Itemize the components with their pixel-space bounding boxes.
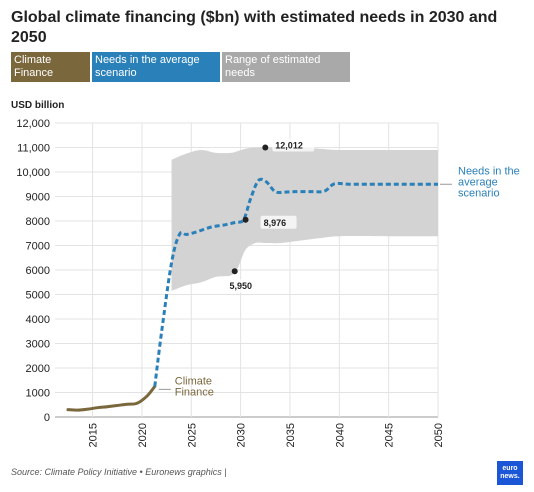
- y-tick-label: 3000: [26, 339, 50, 351]
- y-axis-label: USD billion: [11, 100, 65, 111]
- legend-needs: Needs in the average scenario: [92, 52, 220, 82]
- climate-finance-line: [66, 384, 157, 412]
- x-tick-label: 2040: [334, 423, 346, 447]
- y-tick-label: 12,000: [16, 118, 50, 130]
- annotation-label-bg: [260, 215, 297, 229]
- annotation-label: 8,976: [264, 218, 287, 228]
- annotation-label: 12,012: [275, 141, 303, 151]
- source-footer: Source: Climate Policy Initiative • Euro…: [11, 467, 227, 477]
- y-tick-label: 10,000: [16, 167, 50, 179]
- legend-climate-finance: Climate Finance: [11, 52, 90, 82]
- legend: Climate Finance Needs in the average sce…: [11, 52, 350, 82]
- range-band: [171, 147, 439, 291]
- y-tick-label: 2000: [26, 363, 50, 375]
- y-tick-label: 0: [44, 412, 50, 424]
- y-tick-label: 9000: [26, 192, 50, 204]
- annotation-dot: [231, 268, 238, 275]
- annotation-dot: [262, 144, 269, 151]
- x-tick-label: 2030: [236, 423, 248, 447]
- x-tick-label: 2025: [186, 423, 198, 447]
- annotation-label-bg: [272, 138, 315, 152]
- y-tick-label: 1000: [26, 388, 50, 400]
- x-tick-label: 2050: [433, 423, 445, 447]
- y-tick-label: 11,000: [17, 143, 50, 155]
- x-tick-label: 2035: [285, 423, 297, 447]
- cf-end-label: Climate Finance: [175, 375, 214, 398]
- legend-range: Range of estimated needs: [222, 52, 350, 82]
- x-tick-label: 2020: [137, 423, 149, 447]
- annotation-label: 5,950: [229, 281, 252, 291]
- annotation-dot: [242, 216, 249, 223]
- needs-line: [153, 177, 438, 387]
- y-tick-label: 4000: [26, 314, 50, 326]
- annotation-label-bg: [222, 279, 259, 293]
- y-tick-label: 7000: [26, 241, 50, 253]
- needs-end-label: Needs in the average scenario: [458, 165, 520, 199]
- y-tick-label: 6000: [26, 265, 50, 277]
- y-tick-label: 8000: [26, 216, 50, 228]
- x-tick-label: 2045: [384, 423, 396, 447]
- y-tick-label: 5000: [26, 290, 50, 302]
- euronews-logo: euro news.: [497, 461, 523, 485]
- x-tick-label: 2015: [88, 423, 100, 447]
- chart-title: Global climate financing ($bn) with esti…: [11, 9, 498, 46]
